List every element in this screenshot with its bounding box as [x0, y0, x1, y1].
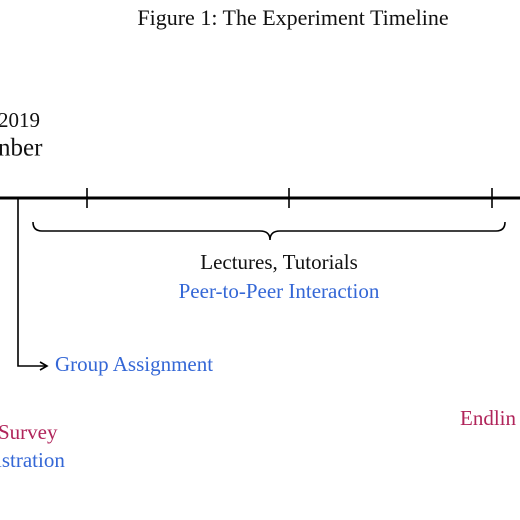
bottom-left-label: Survey [0, 420, 58, 444]
branch-connector [17, 198, 46, 367]
branch-label: Group Assignment [55, 352, 213, 376]
start-year: 2019 [0, 108, 40, 132]
phase-label: Lectures, Tutorials [200, 250, 358, 274]
start-month: nber [0, 135, 43, 162]
bottom-left-sublabel: istration [0, 448, 65, 472]
phase-sublabel: Peer-to-Peer Interaction [179, 279, 380, 303]
brace [32, 221, 506, 241]
bottom-right-label: Endlin [460, 406, 516, 430]
arrow-head [39, 361, 49, 371]
figure-title: Figure 1: The Experiment Timeline [137, 5, 448, 30]
